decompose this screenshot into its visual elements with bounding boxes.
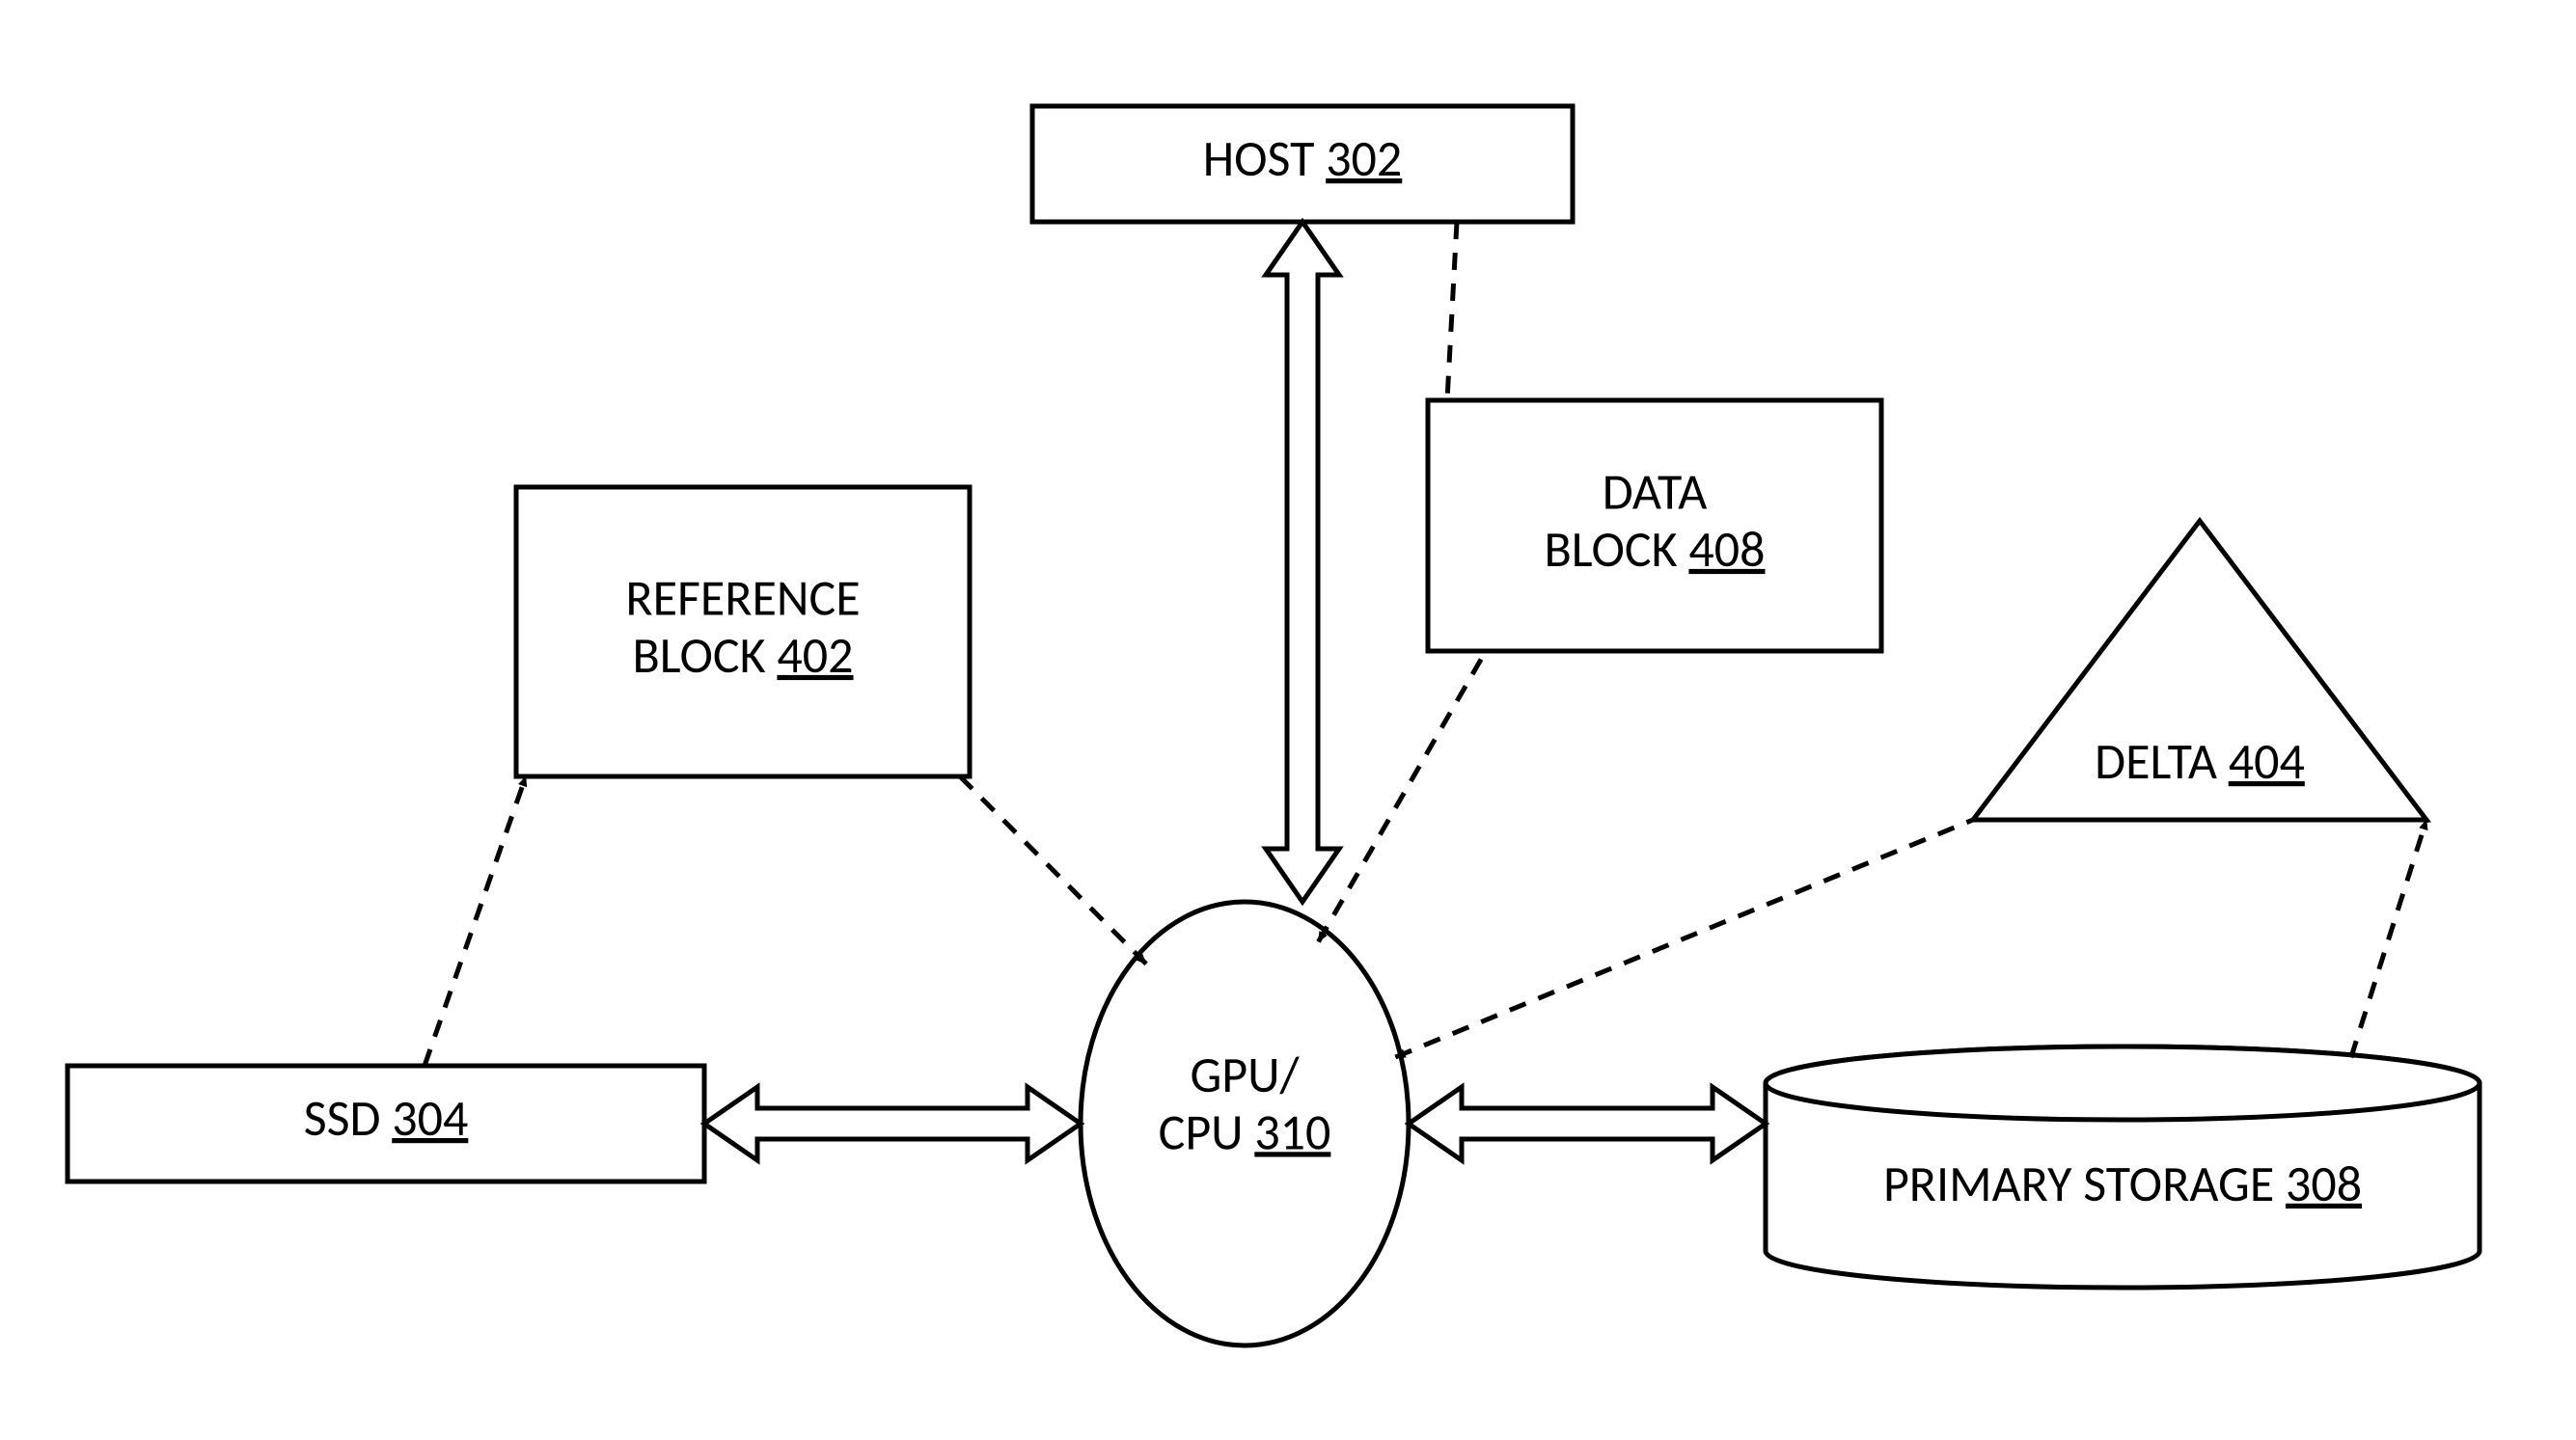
node-ssd: SSD 304 xyxy=(68,1066,704,1182)
node-datablk: DATABLOCK 408 xyxy=(1428,400,1881,651)
edge-ssd-refblk xyxy=(425,776,526,1066)
label-gpu-line-0: GPU/ xyxy=(1190,1044,1300,1105)
label-refblk-line-1: BLOCK 402 xyxy=(632,624,853,686)
label-ssd-line-0: SSD 304 xyxy=(304,1087,469,1149)
node-pstor: PRIMARY STORAGE 308 xyxy=(1766,1046,2480,1288)
label-pstor-line-0: PRIMARY STORAGE 308 xyxy=(1883,1153,2362,1214)
node-refblk: REFERENCEBLOCK 402 xyxy=(516,487,970,776)
edge-ssd-gpu xyxy=(704,1087,1081,1160)
edge-refblk-gpu xyxy=(960,776,1146,964)
edge-pstor-delta xyxy=(2351,820,2426,1057)
diagram-root: HOST 302REFERENCEBLOCK 402DATABLOCK 408D… xyxy=(0,0,2576,1440)
label-datablk-line-0: DATA xyxy=(1603,461,1708,523)
edge-host-gpu xyxy=(1266,222,1339,902)
edge-gpu-pstor xyxy=(1409,1087,1766,1160)
edge-gpu-delta xyxy=(1395,820,1973,1057)
label-refblk: REFERENCEBLOCK 402 xyxy=(625,567,860,687)
node-host: HOST 302 xyxy=(1032,106,1573,222)
edge-datablk-gpu xyxy=(1319,651,1487,941)
label-host: HOST 302 xyxy=(1203,127,1403,189)
label-gpu-line-1: CPU 310 xyxy=(1159,1101,1331,1163)
node-gpu: GPU/CPU 310 xyxy=(1081,902,1409,1345)
node-delta: DELTA 404 xyxy=(1973,521,2426,820)
label-datablk-line-1: BLOCK 408 xyxy=(1544,518,1765,580)
label-ssd: SSD 304 xyxy=(304,1087,469,1149)
label-host-line-0: HOST 302 xyxy=(1203,127,1403,189)
label-pstor: PRIMARY STORAGE 308 xyxy=(1883,1153,2362,1214)
label-refblk-line-0: REFERENCE xyxy=(625,567,860,629)
label-delta-line-0: DELTA 404 xyxy=(2095,730,2305,792)
edge-host-datablk xyxy=(1447,222,1457,400)
label-delta: DELTA 404 xyxy=(2095,730,2305,792)
system-diagram: HOST 302REFERENCEBLOCK 402DATABLOCK 408D… xyxy=(0,0,2576,1440)
